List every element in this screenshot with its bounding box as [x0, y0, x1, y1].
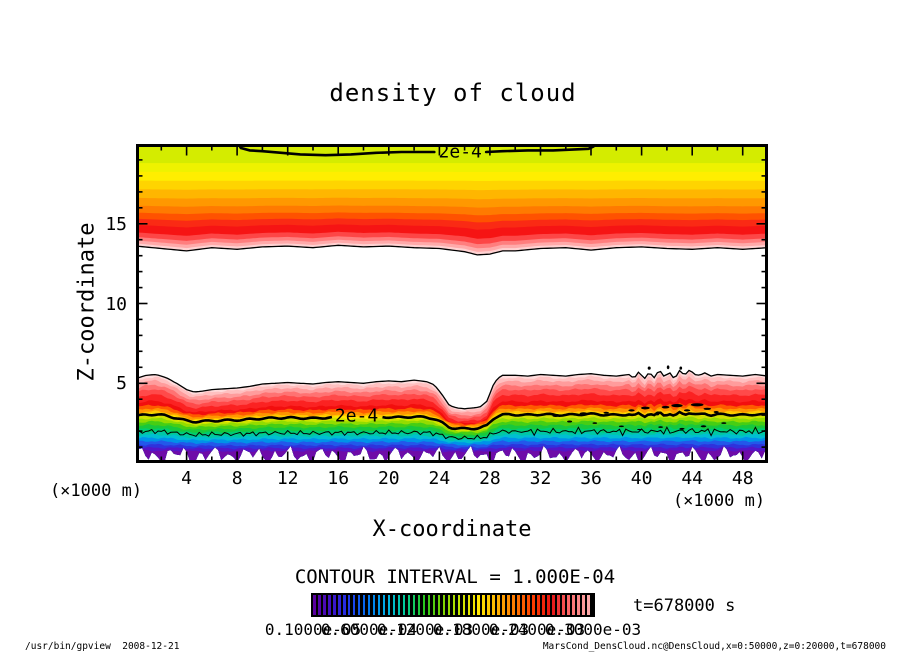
x-tick-label-32: 32 — [529, 468, 552, 489]
colorbar-stripe — [542, 595, 545, 615]
colorbar-stripe — [547, 595, 550, 615]
z-axis-unit: (×1000 m) — [49, 481, 143, 501]
colorbar-tick-label: 0.6000e-04 — [320, 620, 418, 639]
footer-program-date: /usr/bin/gpview 2008-12-21 — [25, 641, 180, 652]
colorbar-stripe — [337, 595, 341, 615]
colorbar-stripe — [527, 595, 530, 615]
z-tick-label-5: 5 — [116, 373, 127, 395]
colorbar-stripe — [313, 595, 316, 615]
colorbar-tick-label: 0.1800e-03 — [432, 620, 530, 639]
colorbar-stripe — [417, 595, 421, 615]
colorbar-stripe — [397, 595, 401, 615]
colorbar-stripe — [587, 595, 590, 615]
z-tick-label-15: 15 — [105, 213, 127, 235]
colorbar-stripe — [462, 595, 466, 615]
contour-plot-area — [136, 144, 768, 463]
x-tick-label-44: 44 — [681, 468, 703, 489]
colorbar-stripe — [437, 595, 441, 615]
colorbar-stripe — [567, 595, 570, 615]
colorbar-stripe — [457, 595, 461, 615]
colorbar — [311, 593, 595, 617]
colorbar-stripe — [517, 595, 520, 615]
colorbar-stripe — [532, 595, 535, 615]
x-axis-label: X-coordinate — [372, 517, 532, 542]
colorbar-stripe — [487, 595, 491, 615]
contour-value-label-lower: 2e-4 — [334, 405, 379, 427]
colorbar-stripe — [362, 595, 366, 615]
contour-value-label-upper: 2e-4 — [438, 141, 482, 163]
x-axis-unit: (×1000 m) — [672, 491, 766, 511]
colorbar-stripe — [502, 595, 505, 615]
colorbar-stripe — [442, 595, 446, 615]
colorbar-tick-label: 0.1200e-03 — [376, 620, 474, 639]
colorbar-stripe — [477, 595, 481, 615]
colorbar-stripe — [582, 595, 585, 615]
colorbar-stripe — [492, 595, 496, 615]
colorbar-stripe — [387, 595, 391, 615]
x-tick-label-16: 16 — [327, 468, 350, 489]
colorbar-stripe — [512, 595, 515, 615]
colorbar-stripe — [342, 595, 346, 615]
chart-title: density of cloud — [329, 79, 577, 107]
x-tick-label-36: 36 — [580, 468, 602, 489]
colorbar-stripe — [537, 595, 540, 615]
colorbar-stripe — [317, 595, 321, 615]
x-tick-label-20: 20 — [377, 468, 400, 489]
z-tick-label-10: 10 — [105, 293, 127, 315]
colorbar-stripe — [562, 595, 565, 615]
contour-interval-text: CONTOUR INTERVAL = 1.000E-04 — [294, 566, 616, 588]
colorbar-stripe — [577, 595, 580, 615]
colorbar-stripe — [482, 595, 486, 615]
colorbar-stripe — [427, 595, 431, 615]
x-tick-label-24: 24 — [428, 468, 451, 489]
colorbar-stripe — [507, 595, 510, 615]
x-tick-label-12: 12 — [276, 468, 299, 489]
colorbar-stripe — [447, 595, 451, 615]
colorbar-stripe — [357, 595, 361, 615]
colorbar-stripe — [407, 595, 411, 615]
colorbar-stripe — [472, 595, 476, 615]
colorbar-stripe — [497, 595, 501, 615]
colorbar-stripe — [367, 595, 371, 615]
colorbar-stripe — [402, 595, 406, 615]
colorbar-stripe — [332, 595, 336, 615]
colorbar-stripe — [322, 595, 326, 615]
colorbar-stripe — [377, 595, 381, 615]
colorbar-stripe — [372, 595, 376, 615]
x-tick-label-28: 28 — [479, 468, 501, 489]
x-tick-label-48: 48 — [731, 468, 754, 489]
colorbar-stripe — [347, 595, 351, 615]
x-tick-label-8: 8 — [231, 468, 243, 489]
colorbar-stripe — [572, 595, 575, 615]
footer-source-file: MarsCond_DensCloud.nc@DensCloud,x=0:5000… — [542, 641, 886, 652]
x-tick-label-40: 40 — [630, 468, 653, 489]
colorbar-tick-label: 0.1000e-05 — [264, 620, 362, 639]
time-label: t=678000 s — [633, 596, 736, 616]
colorbar-tick-label: 0.2400e-03 — [488, 620, 586, 639]
colorbar-stripe — [467, 595, 471, 615]
colorbar-stripe — [552, 595, 555, 615]
colorbar-stripe — [327, 595, 331, 615]
colorbar-stripe — [452, 595, 456, 615]
colorbar-stripe — [422, 595, 426, 615]
colorbar-tick-label: 0.3000e-03 — [544, 620, 642, 639]
colorbar-stripe — [432, 595, 436, 615]
x-tick-label-4: 4 — [181, 468, 192, 489]
colorbar-stripe — [412, 595, 416, 615]
colorbar-stripe — [382, 595, 386, 615]
colorbar-stripe — [557, 595, 560, 615]
colorbar-stripe — [392, 595, 396, 615]
colorbar-stripe — [352, 595, 356, 615]
colorbar-stripe — [522, 595, 525, 615]
